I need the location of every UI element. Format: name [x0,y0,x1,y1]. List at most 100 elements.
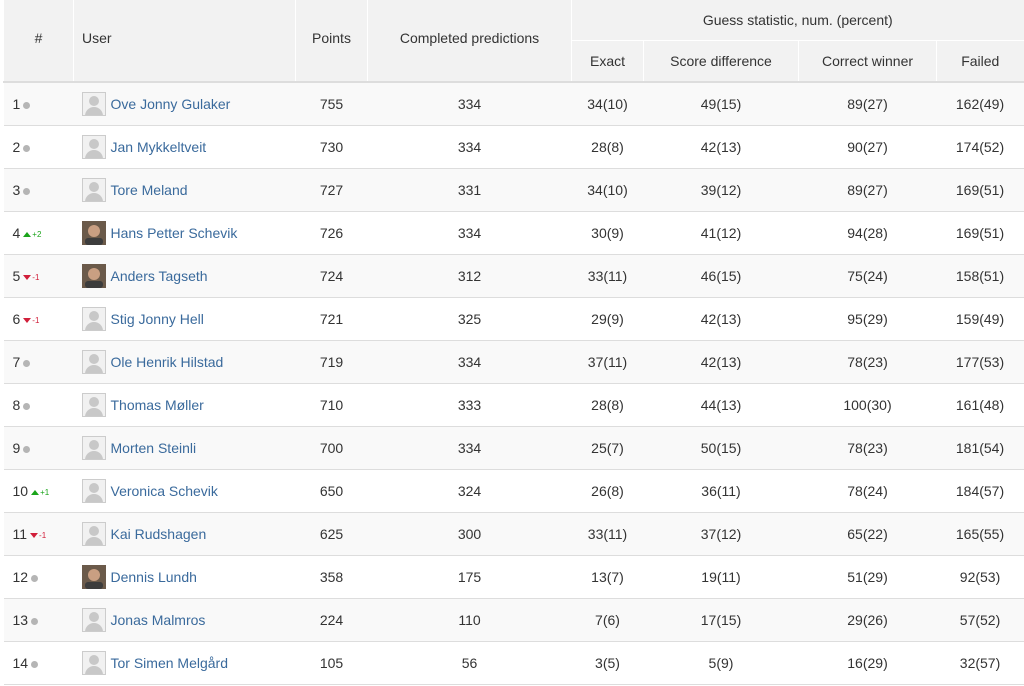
table-row: 4 +2 Hans Petter Schevik 726 334 30(9) 41… [3,211,1024,255]
user-cell: Tor Simen Melgård [73,641,296,685]
default-avatar-icon [81,350,106,374]
user-cell: Dennis Lundh [73,555,296,599]
failed-cell: 32(57) [936,641,1024,685]
correct-winner-cell: 78(23) [798,426,937,470]
user-link[interactable]: Thomas Møller [110,397,204,413]
user-cell: Morten Steinli [73,426,296,470]
score-difference-cell: 42(13) [643,340,799,384]
user-link[interactable]: Jan Mykkeltveit [110,139,207,155]
rank-number: 8 [12,397,21,413]
completed-predictions-cell: 334 [367,211,572,255]
score-difference-cell: 49(15) [643,82,799,126]
user-link[interactable]: Ove Jonny Gulaker [110,96,231,112]
table-row: 1 Ove Jonny Gulaker 755 334 34(10) 49(15… [3,82,1024,126]
table-row: 7 Ole Henrik Hilstad 719 334 37(11) 42(1… [3,340,1024,384]
user-link[interactable]: Tore Meland [110,182,188,198]
rank-unchanged-dot-icon [31,660,39,668]
score-difference-cell: 36(11) [643,469,799,513]
rank-cell: 9 [3,426,74,470]
rank-unchanged-dot-icon [23,144,31,152]
default-avatar-icon [81,608,106,632]
rank-number: 11 [12,526,28,542]
rank-cell: 13 [3,598,74,642]
completed-predictions-cell: 334 [367,340,572,384]
user-link[interactable]: Veronica Schevik [110,483,218,499]
user-cell: Ove Jonny Gulaker [73,82,296,126]
leaderboard-table: # User Points Completed predictions Gues… [3,0,1024,685]
points-cell: 105 [295,641,368,685]
default-avatar-icon [81,178,106,202]
rank-cell: 7 [3,340,74,384]
user-link[interactable]: Hans Petter Schevik [110,225,238,241]
rank-unchanged-dot-icon [23,187,31,195]
completed-predictions-cell: 56 [367,641,572,685]
completed-predictions-cell: 110 [367,598,572,642]
rank-column-header[interactable]: # [3,0,74,83]
rank-number: 2 [12,139,21,155]
photo-avatar-icon [81,221,106,245]
table-header: # User Points Completed predictions Gues… [3,0,1024,83]
failed-cell: 165(55) [936,512,1024,556]
exact-cell: 33(11) [571,254,644,298]
default-avatar-icon [81,393,106,417]
rank-unchanged-dot-icon [23,402,31,410]
rank-number: 4 [12,225,21,241]
completed-predictions-cell: 175 [367,555,572,599]
user-link[interactable]: Tor Simen Melgård [110,655,229,671]
user-link[interactable]: Stig Jonny Hell [110,311,204,327]
exact-column-header[interactable]: Exact [571,40,644,83]
completed-predictions-cell: 334 [367,82,572,126]
failed-column-header[interactable]: Failed [935,40,1024,83]
user-cell: Tore Meland [73,168,296,212]
points-cell: 625 [295,512,368,556]
score-difference-cell: 44(13) [643,383,799,427]
user-link[interactable]: Anders Tagseth [110,268,208,284]
completed-predictions-cell: 334 [367,426,572,470]
completed-predictions-cell: 333 [367,383,572,427]
failed-cell: 92(53) [936,555,1024,599]
points-column-header[interactable]: Points [295,0,368,83]
user-column-header[interactable]: User [73,0,296,83]
correct-winner-cell: 94(28) [798,211,937,255]
completed-predictions-column-header[interactable]: Completed predictions [367,0,572,83]
exact-cell: 7(6) [571,598,644,642]
rank-number: 7 [12,354,21,370]
user-link[interactable]: Kai Rudshagen [110,526,207,542]
failed-cell: 169(51) [936,211,1024,255]
completed-predictions-cell: 324 [367,469,572,513]
exact-cell: 33(11) [571,512,644,556]
failed-cell: 174(52) [936,125,1024,169]
points-cell: 224 [295,598,368,642]
table-row: 10 +1 Veronica Schevik 650 324 26(8) 36(1… [3,469,1024,513]
rank-change: +2 [32,229,42,239]
failed-cell: 57(52) [936,598,1024,642]
user-cell: Veronica Schevik [73,469,296,513]
table-row: 8 Thomas Møller 710 333 28(8) 44(13) 100… [3,383,1024,427]
rank-number: 14 [12,655,29,671]
points-cell: 710 [295,383,368,427]
correct-winner-cell: 51(29) [798,555,937,599]
points-cell: 358 [295,555,368,599]
rank-cell: 5 -1 [3,254,74,298]
user-link[interactable]: Ole Henrik Hilstad [110,354,224,370]
score-difference-cell: 46(15) [643,254,799,298]
rank-unchanged-dot-icon [23,101,31,109]
rank-unchanged-dot-icon [31,617,39,625]
correct-winner-cell: 29(26) [798,598,937,642]
rank-unchanged-dot-icon [23,359,31,367]
score-difference-cell: 5(9) [643,641,799,685]
user-link[interactable]: Dennis Lundh [110,569,197,585]
failed-cell: 184(57) [936,469,1024,513]
score-difference-cell: 39(12) [643,168,799,212]
user-cell: Ole Henrik Hilstad [73,340,296,384]
user-link[interactable]: Jonas Malmros [110,612,206,628]
correct-winner-column-header[interactable]: Correct winner [798,40,937,83]
failed-cell: 159(49) [936,297,1024,341]
points-cell: 650 [295,469,368,513]
rank-down-arrow-icon [23,317,32,323]
score-difference-column-header[interactable]: Score difference [643,40,799,83]
user-link[interactable]: Morten Steinli [110,440,197,456]
user-cell: Jan Mykkeltveit [73,125,296,169]
table-row: 12 Dennis Lundh 358 175 13(7) 19(11) 51(… [3,555,1024,599]
user-cell: Jonas Malmros [73,598,296,642]
